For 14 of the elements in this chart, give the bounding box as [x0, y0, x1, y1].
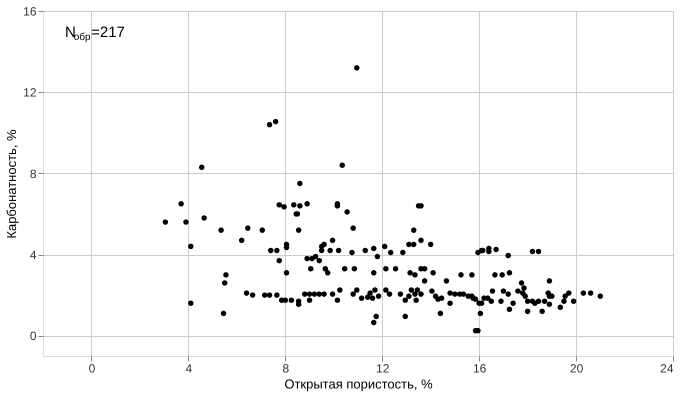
x-tick-label: 16: [472, 362, 487, 376]
x-tick-label: 24: [660, 362, 674, 376]
x-tick-label: 12: [376, 362, 390, 376]
y-tick-label: 16: [23, 4, 37, 18]
y-axis-title: Карбонатность, %: [4, 128, 20, 239]
y-tick-label: 12: [23, 86, 37, 100]
x-tick-label: 20: [570, 362, 584, 376]
x-tick-label: 0: [88, 362, 96, 376]
y-tick-label: 4: [30, 248, 37, 262]
x-tick-label: 4: [186, 362, 193, 376]
x-axis-title: Открытая пористость, %: [284, 376, 434, 392]
x-tick-label: 8: [282, 362, 290, 376]
y-tick-label: 0: [30, 329, 37, 344]
y-tick-label: 8: [30, 166, 37, 181]
